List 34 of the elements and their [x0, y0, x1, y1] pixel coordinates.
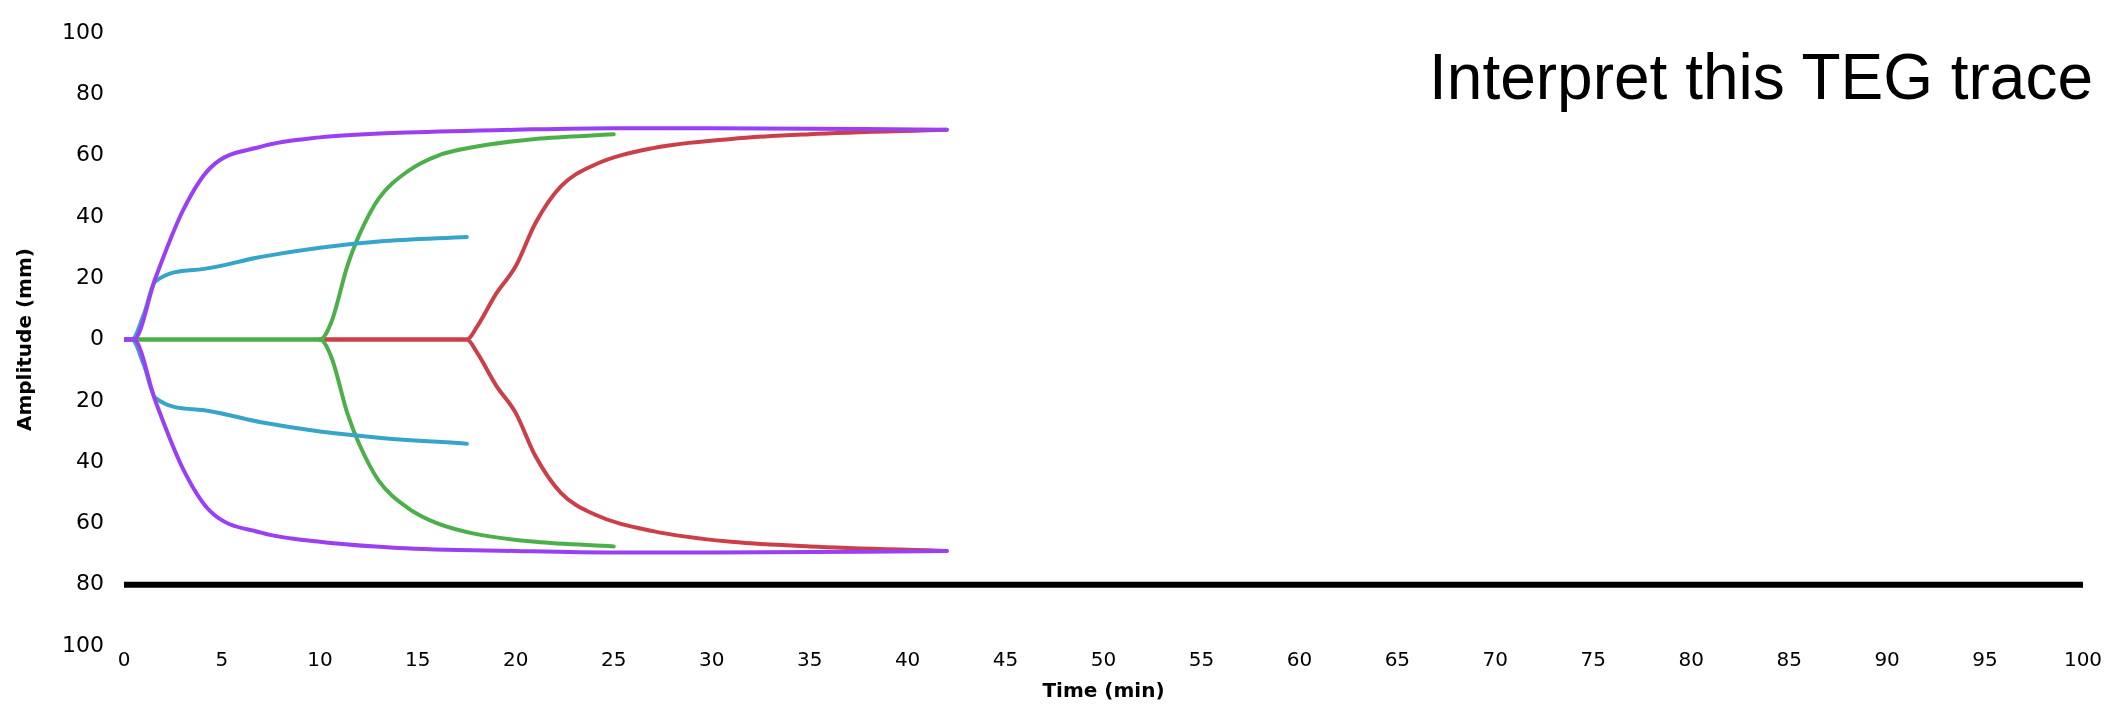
x-tick-label: 80	[1678, 647, 1704, 672]
x-tick-label: 90	[1874, 647, 1900, 672]
x-axis-title: Time (min)	[1042, 678, 1165, 703]
y-tick-label: 20	[75, 386, 104, 412]
x-tick-label: 40	[894, 647, 921, 672]
y-axis-title: Amplitude (mm)	[12, 248, 37, 432]
y-tick-label: 100	[61, 18, 104, 44]
chart-title: Interpret this TEG trace	[1429, 40, 2093, 114]
x-tick-label: 0	[117, 647, 131, 672]
x-tick-label: 60	[1286, 647, 1313, 672]
y-tick-label: 0	[89, 325, 104, 351]
x-tick-label: 10	[307, 647, 333, 672]
y-tick-label: 20	[75, 264, 104, 290]
x-tick-label: 65	[1384, 647, 1411, 672]
x-tick-label: 50	[1090, 647, 1117, 672]
y-tick-label: 40	[75, 447, 104, 473]
x-tick-label: 70	[1482, 647, 1509, 672]
y-tick-label: 80	[75, 570, 104, 596]
x-tick-label: 45	[992, 647, 1019, 672]
x-tick-label: 30	[698, 647, 725, 672]
x-tick-label: 100	[2063, 647, 2103, 672]
y-tick-label: 60	[75, 141, 104, 167]
y-tick-label: 60	[75, 509, 104, 535]
x-tick-label: 20	[503, 647, 529, 672]
x-tick-label: 75	[1580, 647, 1606, 672]
x-tick-label: 35	[796, 647, 823, 672]
x-tick-label: 25	[601, 647, 627, 672]
x-tick-label: 15	[405, 647, 431, 672]
x-tick-label: 85	[1776, 647, 1802, 672]
y-tick-label: 80	[75, 80, 104, 106]
x-tick-label: 95	[1972, 647, 1998, 672]
y-tick-label: 40	[75, 202, 104, 228]
x-tick-label: 55	[1188, 647, 1215, 672]
x-tick-label: 5	[215, 647, 229, 672]
